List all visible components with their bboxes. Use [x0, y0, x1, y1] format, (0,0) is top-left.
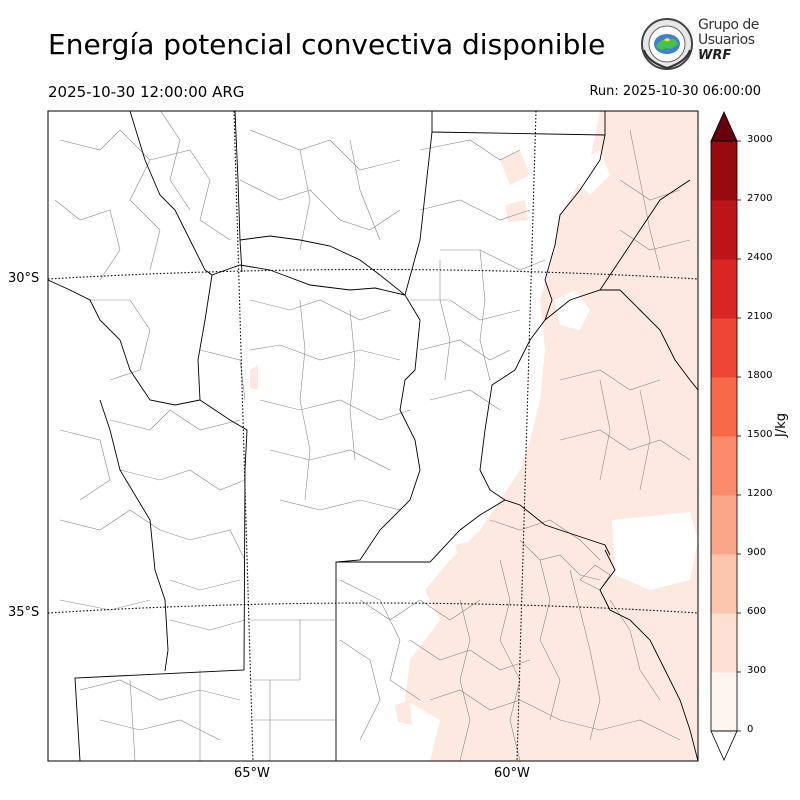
- colorbar-tick-label: 900: [747, 547, 767, 558]
- cape-blob-5: [250, 365, 258, 390]
- cape-area-east: [405, 111, 698, 761]
- colorbar-tick-label: 1500: [747, 429, 773, 440]
- colorbar-tick-label: 2400: [747, 252, 773, 263]
- colorbar-tick-label: 0: [747, 724, 754, 735]
- logo-line-1: Grupo de: [698, 17, 759, 33]
- lat-line-35s: [48, 602, 698, 614]
- colorbar-segment: [711, 318, 737, 378]
- colorbar-segment: [711, 554, 737, 614]
- logo-emblem: [641, 18, 693, 70]
- colorbar-tick-label: 2700: [747, 193, 773, 204]
- run-time: Run: 2025-10-30 06:00:00: [589, 84, 761, 99]
- colorbar-extend-max: [710, 111, 738, 142]
- border-1: [48, 279, 201, 406]
- border-6: [99, 399, 169, 672]
- border-9: [431, 111, 606, 136]
- border-4: [234, 111, 243, 273]
- colorbar: [710, 111, 741, 761]
- colorbar-segment: [711, 200, 737, 260]
- map-content: [48, 111, 698, 761]
- colorbar-segment: [711, 436, 737, 496]
- cape-gap-2: [555, 290, 590, 330]
- colorbar-tick-label: 1800: [747, 370, 773, 381]
- colorbar-segment: [711, 613, 737, 673]
- lon-label-60w: 60°W: [494, 766, 530, 781]
- colorbar-tick-label: 300: [747, 665, 767, 676]
- lat-line-30s: [48, 268, 698, 280]
- logo-line-2: Usuarios: [698, 32, 755, 48]
- cape-blob-3: [455, 540, 480, 565]
- border-2: [129, 111, 213, 276]
- lat-label-30s: 30°S: [8, 271, 40, 286]
- cape-blob-4: [395, 700, 412, 725]
- border-10: [404, 131, 433, 296]
- lon-label-65w: 65°W: [234, 766, 270, 781]
- logo-text: Grupo de Usuarios WRF: [698, 17, 759, 64]
- border-13: [599, 549, 698, 761]
- map-frame: [47, 110, 699, 762]
- cape-shading: [250, 111, 698, 761]
- colorbar-tick-label: 2100: [747, 311, 773, 322]
- colorbar-tick-label: 1200: [747, 488, 773, 499]
- graticule: [48, 111, 698, 761]
- colorbar-unit: J/kg: [774, 413, 789, 437]
- colorbar-segment: [711, 259, 737, 319]
- colorbar-segment: [711, 672, 737, 732]
- border-7: [239, 235, 421, 761]
- map-title: Energía potencial convectiva disponible: [48, 28, 606, 61]
- border-5: [74, 274, 248, 761]
- cape-blob-1: [500, 150, 530, 185]
- cape-gap-1: [612, 512, 698, 590]
- border-14: [599, 179, 691, 291]
- wrf-group-logo: Grupo de Usuarios WRF: [638, 16, 768, 72]
- department-borders: [54, 111, 691, 761]
- colorbar-extend-min: [710, 730, 738, 761]
- border-3: [211, 264, 406, 296]
- border-12: [544, 289, 698, 391]
- border-8: [336, 499, 611, 563]
- colorbar-tick-label: 3000: [747, 134, 773, 145]
- colorbar-tick-label: 600: [747, 606, 767, 617]
- logo-line-3: WRF: [698, 48, 732, 63]
- colorbar-segment: [711, 141, 737, 201]
- lat-label-35s: 35°S: [8, 605, 40, 620]
- province-borders: [48, 111, 698, 761]
- colorbar-segment: [711, 495, 737, 555]
- colorbar-segment: [711, 377, 737, 437]
- valid-time: 2025-10-30 12:00:00 ARG: [48, 83, 245, 101]
